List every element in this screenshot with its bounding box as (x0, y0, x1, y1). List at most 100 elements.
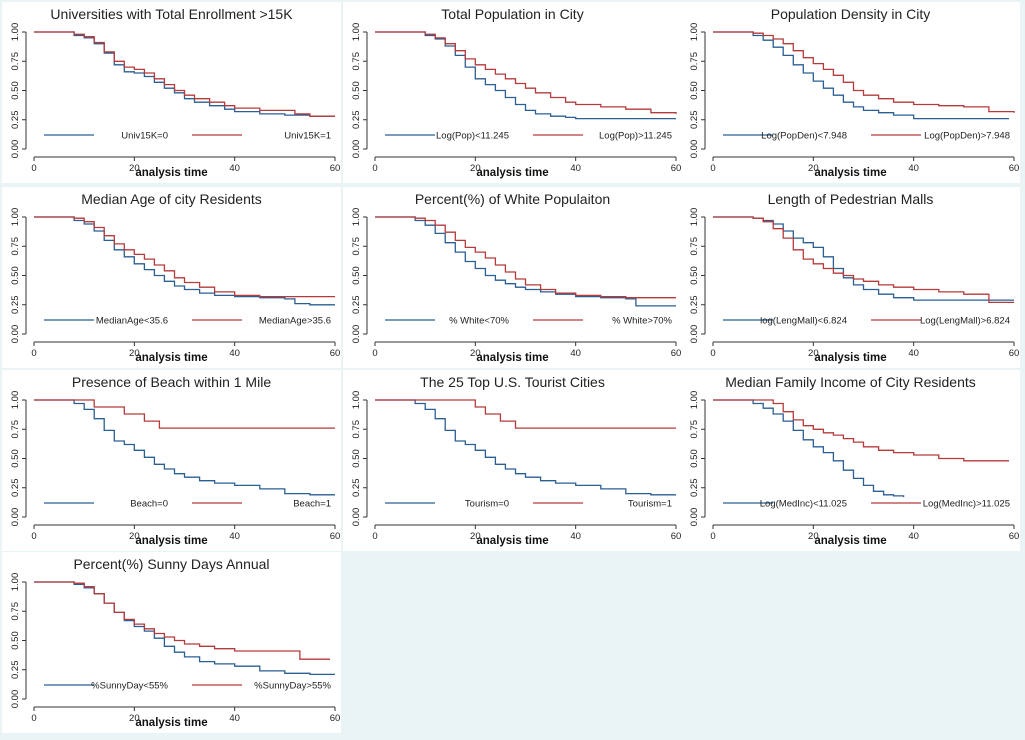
survival-curve-group0 (34, 581, 335, 676)
y-tick-label: 1.00 (689, 391, 700, 410)
y-tick-label: 0.25 (10, 661, 21, 680)
y-tick-label: 0.50 (351, 449, 362, 468)
legend-label: Log(PopDen)<7.948 (761, 131, 847, 142)
legend-label: Univ15K=0 (121, 131, 168, 142)
y-tick-label: 0.50 (10, 81, 21, 100)
chart-panel-10: Percent(%) Sunny Days Annual 0.00 0.25 0.50… (2, 552, 341, 733)
y-tick-label: 0.50 (351, 81, 362, 100)
survival-curve-group1 (375, 216, 676, 299)
y-tick-label: 0.50 (10, 266, 21, 285)
y-tick-label: 0.00 (689, 508, 700, 527)
legend-label: Log(MedInc)>11.025 (923, 499, 1010, 510)
x-tick-label: 20 (470, 531, 481, 542)
y-tick-label: 0.00 (10, 140, 21, 159)
y-tick-label: 1.00 (351, 23, 362, 42)
x-tick-label: 0 (31, 163, 36, 174)
x-tick-label: 0 (710, 531, 715, 542)
x-tick-label: 60 (1009, 348, 1020, 359)
legend-label: MedianAge<35.6 (96, 316, 168, 327)
x-axis-label: analysis time (814, 352, 887, 364)
legend-label: Log(Pop)>11.245 (599, 131, 672, 142)
chart-panel-3: Population Density in City 0.00 0.25 0.50 0.… (681, 2, 1020, 183)
survival-curve-group1 (713, 31, 1015, 113)
km-plot-1: 0.00 0.25 0.50 0.75 1.00 0 20 40 60 Univ15K=0 Univ… (10, 23, 341, 174)
chart-panel-2: Total Population in City 0.00 0.25 0.50 0.75… (343, 2, 682, 183)
y-tick-label: 1.00 (10, 23, 21, 42)
chart-title: Presence of Beach within 1 Mile (71, 374, 272, 390)
x-tick-label: 60 (1009, 163, 1020, 174)
survival-curve-group0 (375, 399, 676, 496)
legend-label: Log(MedInc)<11.025 (760, 499, 847, 510)
y-tick-label: 0.00 (689, 140, 700, 159)
x-tick-label: 60 (1009, 531, 1020, 542)
x-tick-label: 40 (908, 163, 919, 174)
km-plot-3: 0.00 0.25 0.50 0.75 1.00 0 20 40 60 Log(PopDen)<7… (689, 23, 1020, 174)
x-axis-label: analysis time (476, 167, 549, 179)
chart-title: Total Population in City (441, 6, 584, 22)
y-tick-label: 0.25 (689, 111, 700, 130)
x-axis-label: analysis time (135, 167, 208, 179)
x-axis-label: analysis time (814, 535, 887, 547)
km-plot-2: 0.00 0.25 0.50 0.75 1.00 0 20 40 60 Log(Pop)<11.2… (351, 23, 681, 174)
survival-curve-group1 (34, 216, 335, 298)
chart-title: Percent(%) of White Populaiton (414, 191, 611, 207)
x-axis-label: analysis time (476, 352, 549, 364)
chart-panel-9: Median Family Income of City Residents 0.… (681, 370, 1020, 551)
legend-label: Log(PopDen)>7.948 (924, 131, 1010, 142)
legend-label: MedianAge>35.6 (259, 316, 331, 327)
chart-title: Population Density in City (770, 6, 931, 22)
survival-curve-group1 (34, 581, 330, 660)
y-tick-label: 0.00 (689, 325, 700, 344)
y-tick-label: 0.25 (351, 479, 362, 498)
legend-label: %SunnyDay>55% (254, 681, 331, 692)
y-tick-label: 0.50 (10, 449, 21, 468)
chart-title: Percent(%) Sunny Days Annual (73, 556, 270, 572)
x-tick-label: 0 (372, 348, 377, 359)
y-tick-label: 0.00 (351, 508, 362, 527)
survival-curve-group1 (34, 399, 335, 429)
y-tick-label: 1.00 (10, 391, 21, 410)
x-tick-label: 20 (808, 348, 819, 359)
survival-curve-group0 (713, 399, 905, 498)
survival-curve-group1 (375, 399, 676, 429)
y-tick-label: 0.50 (689, 266, 700, 285)
x-tick-label: 20 (129, 531, 140, 542)
x-tick-label: 20 (129, 713, 140, 724)
y-tick-label: 0.25 (10, 296, 21, 315)
x-tick-label: 60 (330, 163, 341, 174)
x-tick-label: 20 (470, 348, 481, 359)
chart-title: Median Family Income of City Residents (725, 374, 976, 390)
chart-panel-6: Length of Pedestrian Malls 0.00 0.25 0.50 0.… (681, 187, 1020, 368)
y-tick-label: 1.00 (10, 208, 21, 227)
x-tick-label: 40 (570, 348, 581, 359)
survival-curve-group0 (34, 31, 335, 117)
x-tick-label: 40 (229, 163, 240, 174)
km-plot-7: 0.00 0.25 0.50 0.75 1.00 0 20 40 60 Beach=0 Beach=… (10, 391, 340, 542)
km-plot-10: 0.00 0.25 0.50 0.75 1.00 0 20 40 60 %SunnyDay<55%… (10, 573, 340, 724)
chart-title: Universities with Total Enrollment >15K (50, 6, 293, 22)
chart-title: Length of Pedestrian Malls (767, 191, 934, 207)
x-tick-label: 40 (570, 163, 581, 174)
legend-label: Tourism=1 (628, 499, 672, 510)
survival-curve-group1 (34, 31, 335, 117)
y-tick-label: 0.25 (689, 296, 700, 315)
survival-curve-group1 (713, 399, 1009, 462)
survival-curve-group0 (34, 216, 335, 306)
y-tick-label: 0.25 (689, 479, 700, 498)
survival-curve-group0 (713, 216, 1014, 301)
x-tick-label: 60 (330, 348, 341, 359)
y-tick-label: 0.75 (351, 237, 362, 256)
x-axis-label: analysis time (814, 167, 887, 179)
chart-panel-7: Presence of Beach within 1 Mile 0.00 0.25 0… (2, 370, 341, 551)
legend-label: Log(LengMall)>6.824 (920, 316, 1010, 327)
legend-label: log(LengMall)<6.824 (760, 316, 847, 327)
y-tick-label: 0.50 (689, 449, 700, 468)
y-tick-label: 0.50 (689, 81, 700, 100)
y-tick-label: 0.25 (351, 111, 362, 130)
y-tick-label: 0.25 (10, 479, 21, 498)
chart-title: Median Age of city Residents (81, 191, 262, 207)
y-tick-label: 0.75 (10, 237, 21, 256)
y-tick-label: 1.00 (351, 391, 362, 410)
x-tick-label: 20 (129, 163, 140, 174)
survival-curve-group0 (375, 31, 676, 120)
